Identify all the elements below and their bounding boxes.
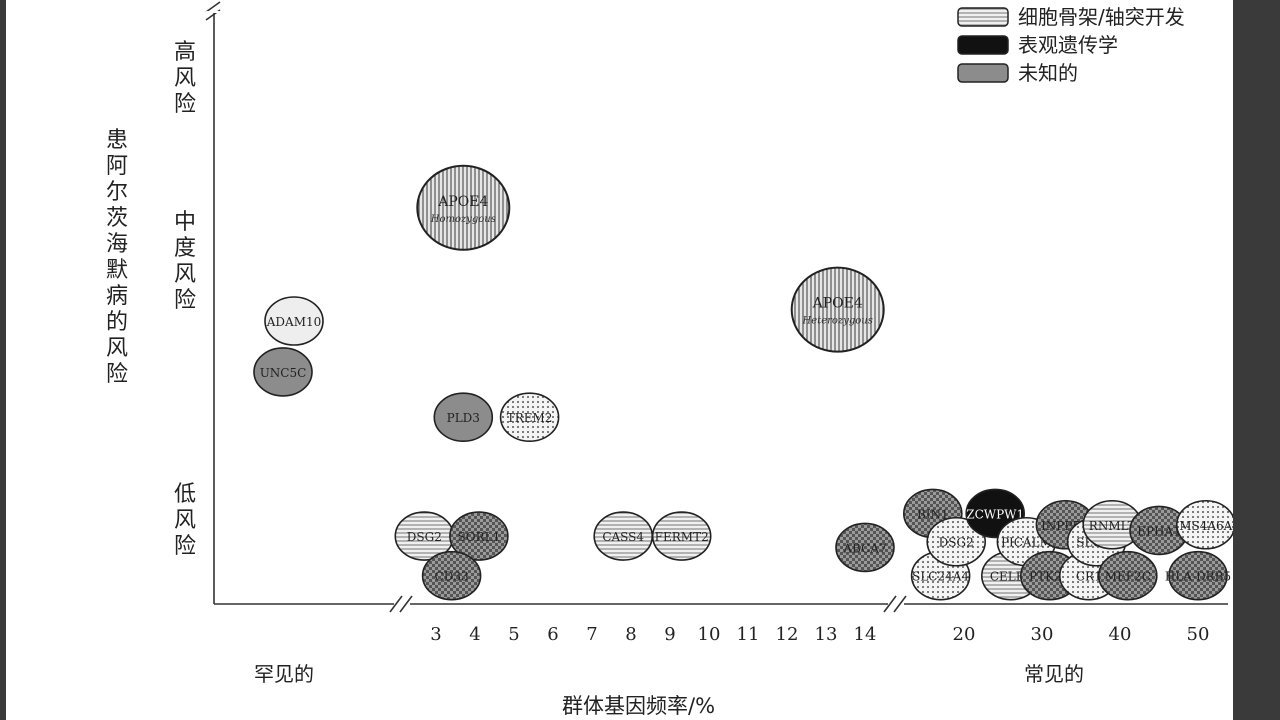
gene-marker	[416, 164, 511, 251]
gene-point: CD33	[421, 550, 482, 601]
gene-label: RNMLT	[1089, 519, 1136, 533]
gene-point: FERMT2	[651, 511, 712, 561]
chart-plot: 3 4 5 6 7 8 9 10 11 12 13 14 20 30 40 50 APOE4 Homozygou…	[205, 1, 1233, 645]
gene-marker	[264, 296, 324, 346]
gene-label: CD33	[435, 570, 469, 584]
gene-point: ABCA7	[835, 522, 895, 573]
gene-point: SORL1	[449, 511, 509, 561]
legend-item: 细胞骨架/轴突开发	[957, 5, 1185, 29]
gene-label: DSG2	[939, 536, 974, 550]
gene-label: UNC5C	[260, 366, 307, 380]
x-tick-label: 11	[737, 624, 760, 645]
gene-label: BIN1	[917, 507, 949, 521]
x-tick-label: 9	[664, 624, 675, 645]
gene-sublabel: Heterozygous	[802, 316, 873, 327]
x-tick-label: 14	[854, 624, 877, 645]
gene-marker	[1176, 499, 1233, 550]
gene-label: MS4A6A	[1179, 519, 1232, 533]
x-tick-label: 12	[776, 624, 799, 645]
gene-marker	[1168, 550, 1228, 601]
gene-marker	[421, 550, 482, 601]
gene-marker	[651, 511, 712, 561]
gene-point: CASS4	[593, 511, 654, 561]
y-level-low: 低风险	[173, 482, 196, 559]
gene-point: MEF2C	[1098, 550, 1158, 601]
gene-point: DSG2	[926, 516, 987, 567]
gene-label: MEF2C	[1105, 570, 1151, 584]
gene-label: FERMT2	[655, 530, 709, 544]
gene-label: DSG2	[407, 530, 442, 544]
y-axis-break	[205, 1, 222, 21]
gene-marker	[926, 516, 987, 567]
gene-label: CR1	[1076, 570, 1102, 584]
x-tick-label: 4	[469, 624, 480, 645]
x-tick-label: 3	[430, 624, 441, 645]
gene-points: APOE4 Homozygous APOE4 Heterozygous ADAM10 UN…	[253, 164, 1233, 601]
x-axis-title: 群体基因频率/%	[562, 694, 716, 718]
legend-swatch	[957, 35, 1009, 55]
x-axis-break-2	[883, 595, 907, 613]
gene-point: DSG2	[394, 511, 455, 561]
legend-label: 未知的	[1018, 61, 1078, 85]
y-level-high: 高风险	[173, 40, 196, 117]
x-tick-label: 8	[625, 624, 636, 645]
chart-figure: 高风险 中度风险 低风险 患阿尔茨海默病的风险 罕见的 常见的 群体基因频率/%	[6, 0, 1233, 720]
gene-point: TREM2	[499, 392, 560, 443]
x-tick-label: 30	[1031, 624, 1054, 645]
gene-label: SLC24A4	[912, 570, 969, 584]
x-tick-label: 10	[698, 624, 721, 645]
legend-item: 表观遗传学	[957, 33, 1118, 57]
legend-label: 细胞骨架/轴突开发	[1018, 5, 1185, 29]
x-tick-label: 40	[1109, 624, 1132, 645]
gene-point: APOE4 Heterozygous	[790, 266, 885, 353]
gene-point: ADAM10	[264, 296, 324, 346]
gene-label: PLD3	[447, 411, 480, 425]
gene-marker	[790, 266, 885, 353]
gene-marker	[835, 522, 895, 573]
x-tick-label: 6	[547, 624, 558, 645]
legend-swatch	[957, 63, 1009, 83]
gene-label: SORL1	[458, 530, 501, 544]
x-group-rare: 罕见的	[254, 662, 314, 686]
gene-point: HLA-DRB5	[1165, 550, 1231, 601]
legend-swatch	[957, 7, 1009, 27]
gene-label: ADAM10	[266, 315, 322, 329]
y-axis-title: 患阿尔茨海默病的风险	[105, 128, 128, 387]
x-tick-label: 50	[1187, 624, 1210, 645]
gene-marker	[1098, 550, 1158, 601]
gene-point: UNC5C	[253, 347, 313, 397]
gene-point: PLD3	[433, 392, 494, 443]
x-axis-break-1	[389, 595, 413, 613]
gene-label: PICALM	[1001, 536, 1052, 550]
axes	[205, 1, 1228, 613]
gene-label: TREM2	[507, 411, 553, 425]
gene-label: HLA-DRB5	[1165, 570, 1231, 584]
gene-sublabel: Homozygous	[430, 214, 496, 225]
x-tick-labels: 3 4 5 6 7 8 9 10 11 12 13 14 20 30 40 50	[430, 624, 1209, 645]
gene-marker	[253, 347, 313, 397]
gene-marker	[433, 392, 494, 443]
x-tick-label: 20	[953, 624, 976, 645]
gene-marker	[499, 392, 560, 443]
gene-point: EPHA1	[1129, 505, 1189, 556]
gene-label: APOE4	[812, 296, 863, 312]
x-tick-label: 5	[508, 624, 519, 645]
gene-label: APOE4	[437, 194, 488, 210]
x-tick-label: 13	[815, 624, 838, 645]
y-level-medium: 中度风险	[173, 210, 196, 313]
x-tick-label: 7	[586, 624, 597, 645]
gene-label: ABCA7	[842, 541, 886, 555]
legend-item: 未知的	[957, 61, 1078, 85]
x-group-common: 常见的	[1024, 662, 1084, 686]
gene-label: CASS4	[602, 530, 644, 544]
gene-label: EPHA1	[1137, 524, 1181, 538]
legend-label: 表观遗传学	[1018, 33, 1118, 57]
gene-marker	[449, 511, 509, 561]
gene-point: APOE4 Homozygous	[416, 164, 511, 251]
gene-point: MS4A6A	[1176, 499, 1233, 550]
gene-label: ZCWPW1	[966, 507, 1024, 521]
